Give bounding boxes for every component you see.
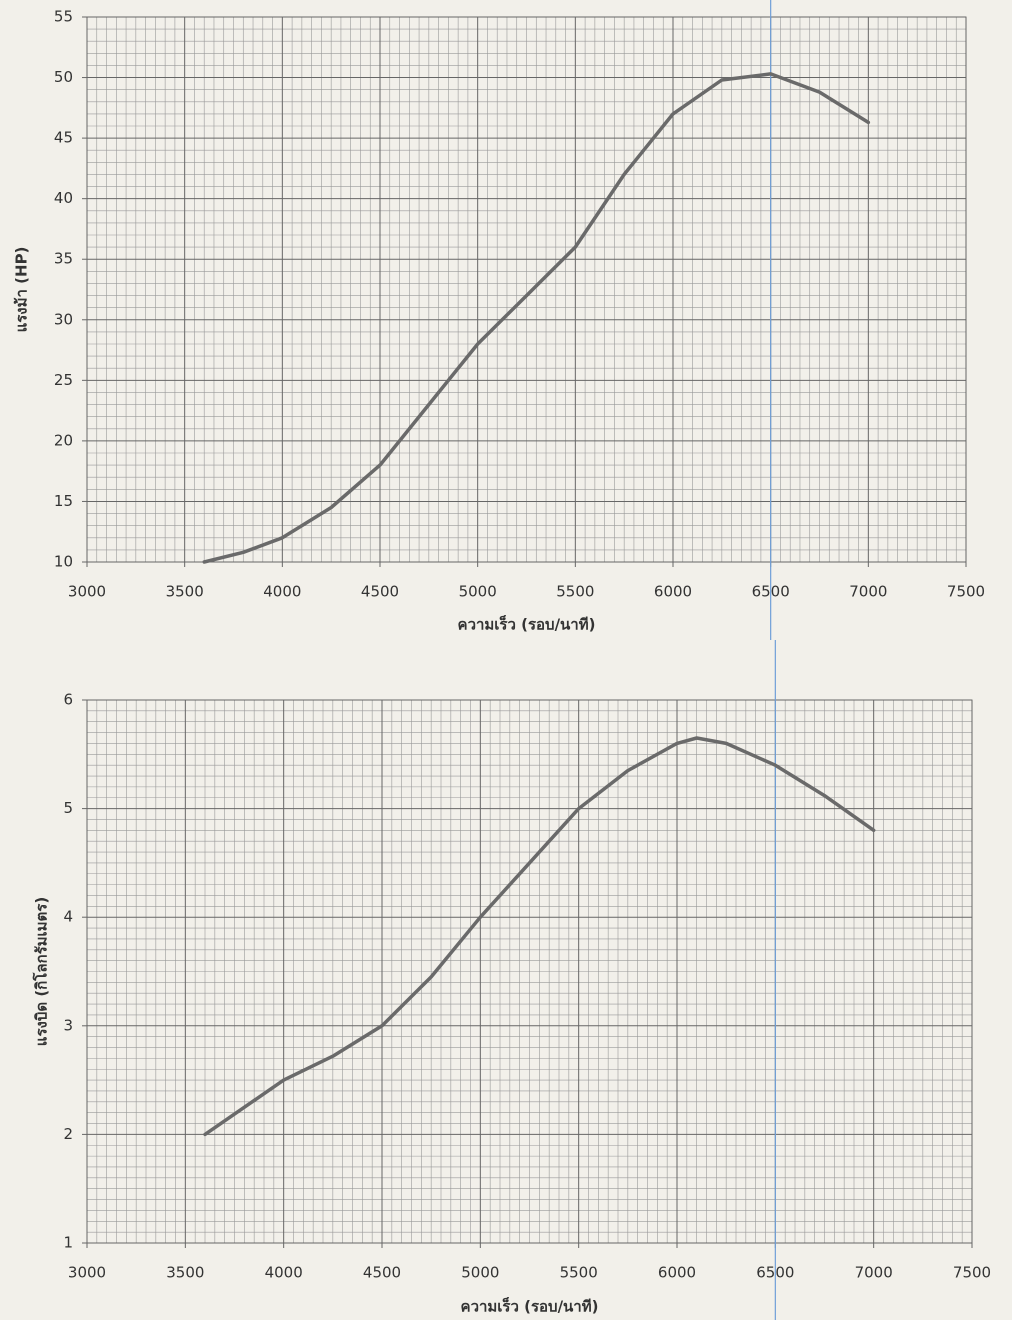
x-tick-label: 5500	[556, 583, 594, 601]
x-tick-label: 3000	[68, 1264, 106, 1282]
x-tick-label: 4000	[263, 583, 301, 601]
x-axis-title: ความเร็ว (รอบ/นาที)	[461, 1297, 599, 1316]
data-line	[202, 72, 871, 564]
x-tick-label: 5000	[461, 1264, 499, 1282]
x-tick-label: 5000	[459, 583, 497, 601]
data-line	[203, 736, 876, 1137]
x-tick-label: 3500	[166, 583, 204, 601]
y-tick-label: 10	[54, 553, 73, 571]
y-tick-label: 50	[54, 68, 73, 86]
y-tick-label: 45	[54, 129, 73, 147]
x-tick-label: 6000	[654, 583, 692, 601]
y-tick-label: 4	[63, 908, 73, 926]
x-tick-label: 4000	[265, 1264, 303, 1282]
y-tick-label: 6	[63, 691, 73, 709]
x-axis-title: ความเร็ว (รอบ/นาที)	[458, 615, 596, 634]
x-tick-label: 7500	[947, 583, 985, 601]
y-tick-label: 55	[54, 8, 73, 26]
y-tick-label: 40	[54, 189, 73, 207]
y-tick-label: 30	[54, 310, 73, 328]
x-tick-label: 7000	[855, 1264, 893, 1282]
y-axis-title: แรงม้า (HP)	[13, 247, 31, 333]
x-tick-label: 4500	[361, 583, 399, 601]
y-tick-label: 25	[54, 371, 73, 389]
y-tick-label: 2	[63, 1125, 73, 1143]
y-tick-label: 5	[63, 799, 73, 817]
x-tick-label: 3000	[68, 583, 106, 601]
x-tick-label: 5500	[560, 1264, 598, 1282]
y-tick-label: 15	[54, 492, 73, 510]
y-axis-title: แรงบิด (กิโลกรัมเมตร)	[32, 897, 51, 1046]
y-tick-label: 3	[63, 1016, 73, 1034]
y-tick-label: 1	[63, 1234, 73, 1252]
y-tick-label: 35	[54, 250, 73, 268]
x-tick-label: 7000	[849, 583, 887, 601]
x-tick-label: 4500	[363, 1264, 401, 1282]
x-tick-label: 3500	[166, 1264, 204, 1282]
x-tick-label: 6000	[658, 1264, 696, 1282]
y-tick-label: 20	[54, 431, 73, 449]
x-tick-label: 7500	[953, 1264, 991, 1282]
